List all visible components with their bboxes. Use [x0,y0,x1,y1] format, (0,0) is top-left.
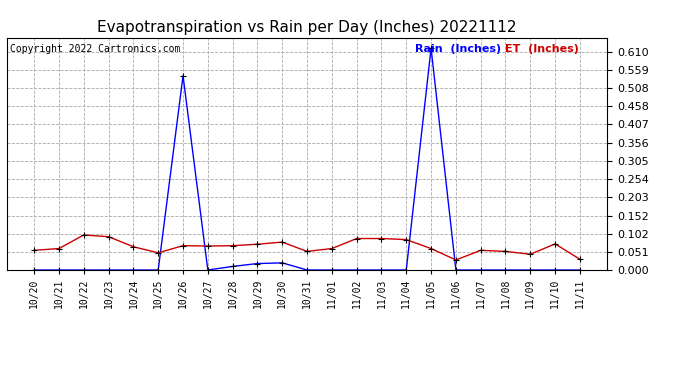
ET  (Inches) [179,243,187,248]
Rain  (Inches) [377,268,386,272]
Line: ET  (Inches): ET (Inches) [32,232,582,263]
Rain  (Inches) [452,268,460,272]
ET  (Inches) [427,246,435,251]
Rain  (Inches) [129,268,137,272]
Rain  (Inches) [179,74,187,78]
Rain  (Inches) [228,264,237,268]
ET  (Inches) [551,242,560,246]
Rain  (Inches) [30,268,39,272]
ET  (Inches) [154,251,162,255]
ET  (Inches) [303,249,311,254]
Text: ET  (Inches): ET (Inches) [505,45,579,54]
ET  (Inches) [328,246,336,251]
ET  (Inches) [526,252,535,257]
Rain  (Inches) [278,261,286,265]
ET  (Inches) [402,237,411,242]
ET  (Inches) [204,244,212,248]
Line: Rain  (Inches): Rain (Inches) [32,45,582,273]
Rain  (Inches) [551,268,560,272]
ET  (Inches) [575,257,584,261]
Text: Copyright 2022 Cartronics.com: Copyright 2022 Cartronics.com [10,45,180,54]
ET  (Inches) [502,249,510,254]
ET  (Inches) [55,246,63,251]
ET  (Inches) [30,248,39,253]
Rain  (Inches) [502,268,510,272]
Rain  (Inches) [402,268,411,272]
ET  (Inches) [104,234,112,239]
ET  (Inches) [377,236,386,241]
Rain  (Inches) [477,268,485,272]
Rain  (Inches) [55,268,63,272]
Rain  (Inches) [353,268,361,272]
ET  (Inches) [278,240,286,244]
ET  (Inches) [477,248,485,253]
ET  (Inches) [129,244,137,249]
Rain  (Inches) [328,268,336,272]
Rain  (Inches) [526,268,535,272]
Title: Evapotranspiration vs Rain per Day (Inches) 20221112: Evapotranspiration vs Rain per Day (Inch… [97,20,517,35]
ET  (Inches) [79,233,88,237]
ET  (Inches) [228,243,237,248]
Rain  (Inches) [303,268,311,272]
ET  (Inches) [452,258,460,262]
Rain  (Inches) [204,268,212,272]
ET  (Inches) [253,242,262,246]
Rain  (Inches) [427,46,435,51]
ET  (Inches) [353,236,361,241]
Text: Rain  (Inches): Rain (Inches) [415,45,501,54]
Rain  (Inches) [104,268,112,272]
Rain  (Inches) [154,268,162,272]
Rain  (Inches) [79,268,88,272]
Rain  (Inches) [253,261,262,266]
Rain  (Inches) [575,268,584,272]
